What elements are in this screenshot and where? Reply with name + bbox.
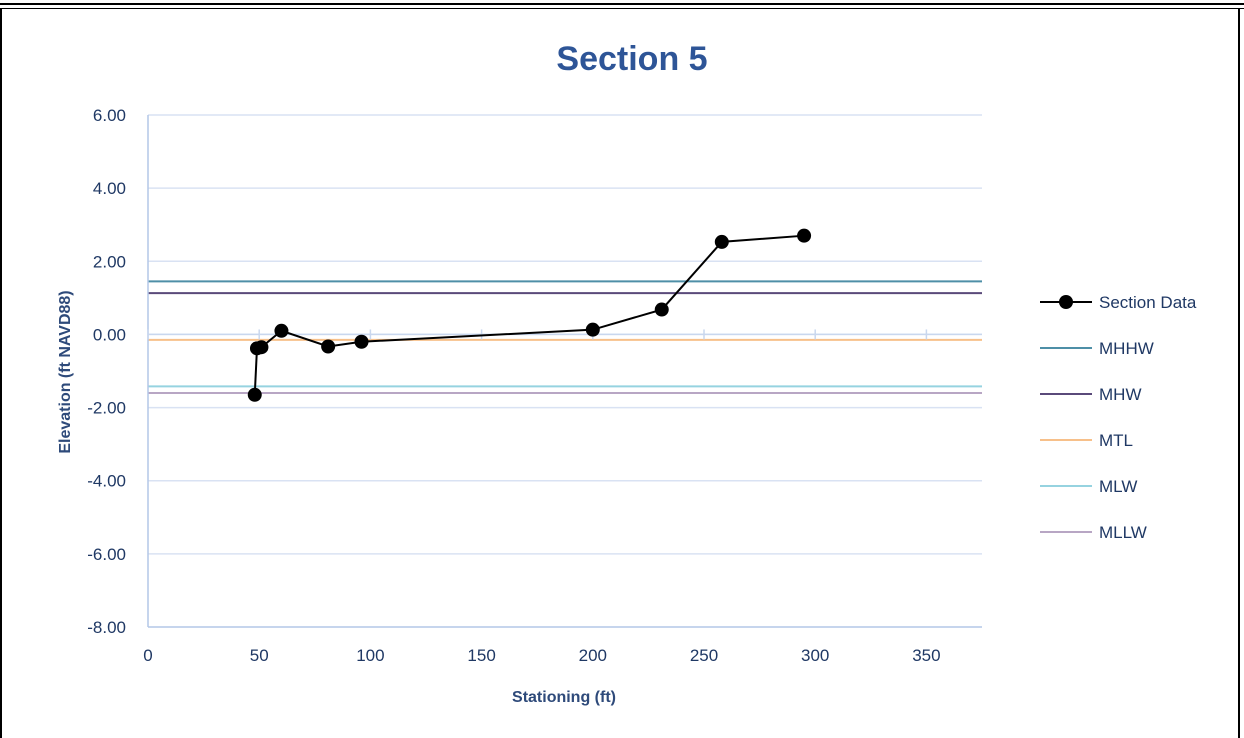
data-point	[585, 322, 600, 337]
y-tick-label: -2.00	[87, 399, 126, 418]
chart-frame	[0, 9, 1240, 738]
reference-lines	[148, 280, 982, 394]
legend-label-mhw: MHW	[1099, 385, 1141, 404]
legend-label-mllw: MLLW	[1099, 523, 1147, 542]
x-tick-label: 250	[690, 646, 718, 665]
data-point	[254, 340, 269, 355]
x-tick-label: 50	[250, 646, 269, 665]
data-point	[354, 334, 369, 349]
legend-label-mtl: MTL	[1099, 431, 1133, 450]
series-group	[247, 228, 812, 402]
y-tick-label: 2.00	[93, 252, 126, 271]
x-tick-label: 300	[801, 646, 829, 665]
y-tick-labels: 6.00 4.00 2.00 0.00 -2.00 -4.00 -6.00 -8.00	[87, 106, 126, 637]
x-tick-label: 350	[912, 646, 940, 665]
page-top-rule	[0, 3, 1244, 5]
y-tick-label: 0.00	[93, 325, 126, 344]
data-point	[321, 339, 336, 354]
y-tick-label: -4.00	[87, 472, 126, 491]
chart-title: Section 5	[556, 40, 707, 78]
data-point	[654, 302, 669, 317]
x-tick-label: 200	[579, 646, 607, 665]
y-axis-title: Elevation (ft NAVD88)	[57, 290, 74, 453]
data-point	[274, 323, 289, 338]
legend-marker-section-data	[1059, 295, 1073, 309]
y-tick-label: 6.00	[93, 106, 126, 125]
axes	[147, 115, 982, 628]
y-tick-label: 4.00	[93, 179, 126, 198]
x-axis-title: Stationing (ft)	[512, 689, 616, 706]
x-tick-label: 0	[143, 646, 152, 665]
legend: Section Data MHHW MHW MTL MLW MLLW	[1040, 293, 1197, 542]
x-tick-label: 100	[356, 646, 384, 665]
y-tick-label: -8.00	[87, 618, 126, 637]
data-point	[797, 228, 812, 243]
x-tick-labels: 0 50 100 150 200 250 300 350	[143, 646, 940, 665]
legend-label-mlw: MLW	[1099, 477, 1137, 496]
legend-label-mhhw: MHHW	[1099, 339, 1154, 358]
series-line	[253, 234, 805, 395]
y-tick-label: -6.00	[87, 545, 126, 564]
x-tick-label: 150	[467, 646, 495, 665]
legend-label-section-data: Section Data	[1099, 293, 1197, 312]
data-point	[714, 234, 729, 249]
page-top-rule-thin	[0, 8, 1244, 9]
data-point	[247, 387, 262, 402]
